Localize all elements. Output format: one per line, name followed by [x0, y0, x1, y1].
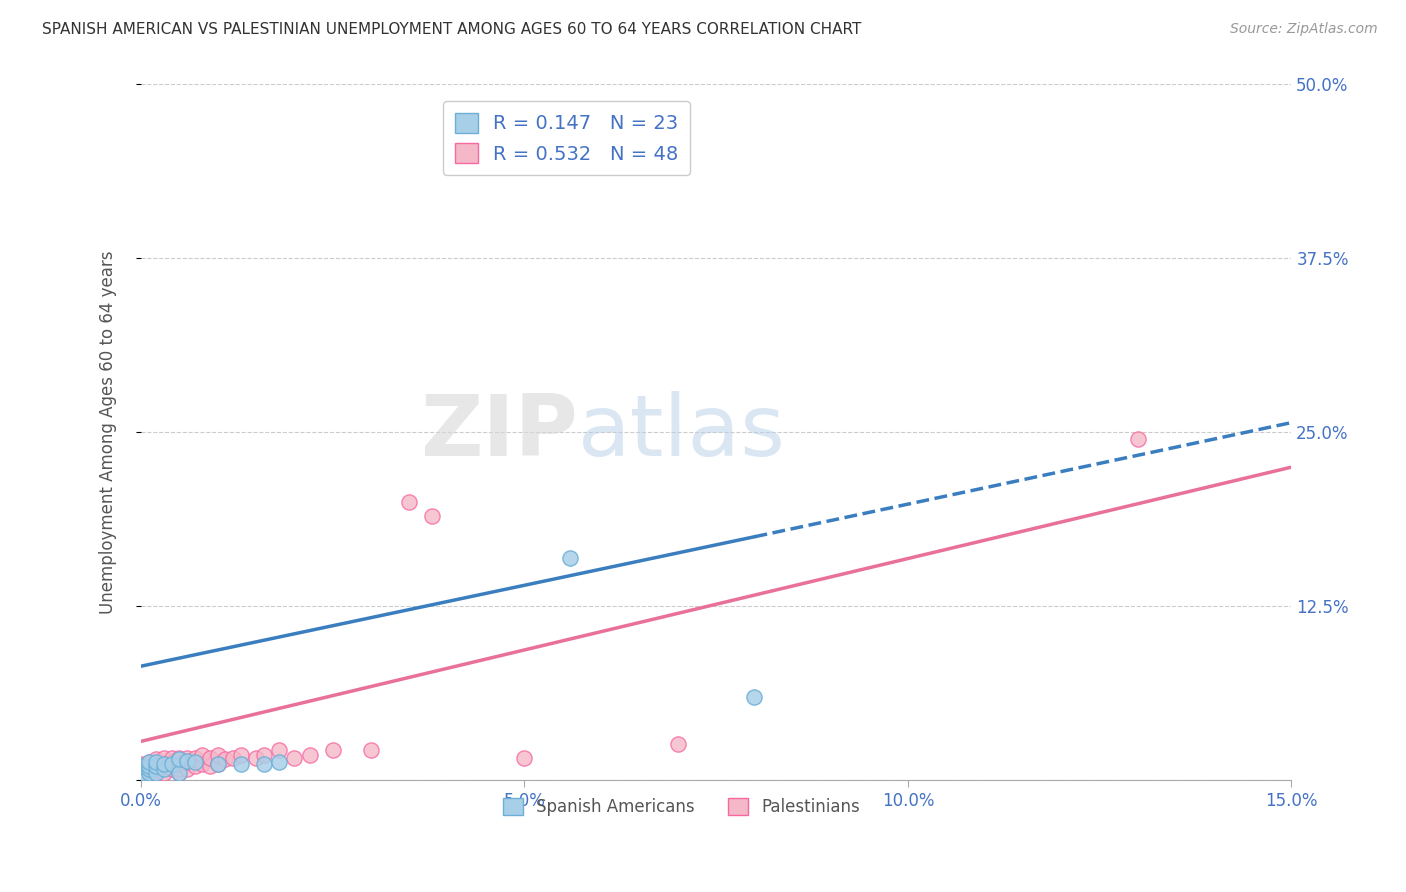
Point	[183, 759, 205, 773]
Point	[160, 751, 183, 765]
Point	[176, 762, 198, 776]
Point	[129, 773, 152, 788]
Y-axis label: Unemployment Among Ages 60 to 64 years: Unemployment Among Ages 60 to 64 years	[100, 251, 117, 614]
Point	[129, 766, 152, 780]
Point	[129, 759, 152, 773]
Point	[183, 751, 205, 765]
Point	[129, 759, 152, 773]
Point	[360, 742, 382, 756]
Point	[422, 508, 444, 523]
Point	[191, 748, 214, 763]
Point	[153, 759, 176, 773]
Point	[253, 748, 276, 763]
Point	[560, 550, 582, 565]
Point	[214, 752, 236, 766]
Point	[169, 762, 191, 776]
Point	[129, 773, 152, 788]
Point	[138, 766, 160, 780]
Point	[267, 755, 290, 769]
Point	[138, 762, 160, 776]
Point	[176, 754, 198, 768]
Point	[160, 762, 183, 776]
Point	[229, 748, 252, 763]
Point	[666, 737, 689, 751]
Point	[169, 752, 191, 766]
Point	[191, 756, 214, 771]
Point	[145, 766, 167, 780]
Point	[145, 766, 167, 780]
Point	[267, 742, 290, 756]
Point	[138, 755, 160, 769]
Point	[283, 751, 305, 765]
Point	[145, 755, 167, 769]
Point	[138, 755, 160, 769]
Point	[169, 751, 191, 765]
Point	[129, 769, 152, 783]
Point	[153, 762, 176, 776]
Text: Source: ZipAtlas.com: Source: ZipAtlas.com	[1230, 22, 1378, 37]
Point	[129, 766, 152, 780]
Point	[145, 759, 167, 773]
Text: ZIP: ZIP	[420, 391, 578, 474]
Point	[207, 748, 229, 763]
Point	[183, 755, 205, 769]
Point	[138, 769, 160, 783]
Point	[222, 751, 245, 765]
Point	[513, 751, 536, 765]
Point	[138, 762, 160, 776]
Point	[169, 766, 191, 780]
Point	[298, 748, 321, 763]
Point	[245, 751, 267, 765]
Point	[153, 766, 176, 780]
Text: atlas: atlas	[578, 391, 786, 474]
Point	[169, 766, 191, 780]
Point	[169, 756, 191, 771]
Point	[198, 759, 221, 773]
Point	[145, 759, 167, 773]
Point	[153, 751, 176, 765]
Point	[398, 495, 420, 509]
Point	[129, 756, 152, 771]
Point	[207, 756, 229, 771]
Point	[229, 756, 252, 771]
Point	[253, 756, 276, 771]
Point	[145, 752, 167, 766]
Point	[138, 759, 160, 773]
Point	[153, 756, 176, 771]
Point	[160, 755, 183, 769]
Point	[160, 756, 183, 771]
Point	[129, 764, 152, 778]
Point	[744, 690, 766, 704]
Text: SPANISH AMERICAN VS PALESTINIAN UNEMPLOYMENT AMONG AGES 60 TO 64 YEARS CORRELATI: SPANISH AMERICAN VS PALESTINIAN UNEMPLOY…	[42, 22, 862, 37]
Point	[198, 751, 221, 765]
Point	[207, 756, 229, 771]
Point	[176, 755, 198, 769]
Legend: Spanish Americans, Palestinians: Spanish Americans, Palestinians	[495, 789, 869, 824]
Point	[1126, 433, 1149, 447]
Point	[176, 751, 198, 765]
Point	[322, 742, 344, 756]
